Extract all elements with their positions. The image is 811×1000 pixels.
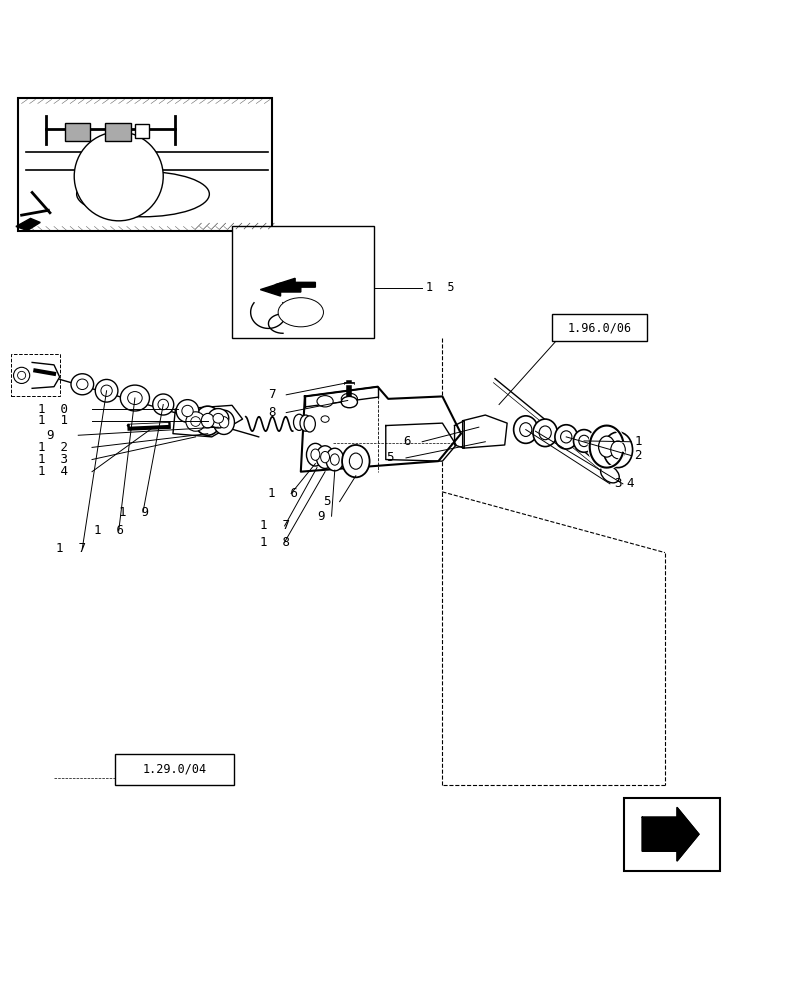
Ellipse shape xyxy=(513,416,537,443)
Ellipse shape xyxy=(152,394,174,415)
Polygon shape xyxy=(16,218,41,231)
Ellipse shape xyxy=(219,417,229,428)
Ellipse shape xyxy=(330,454,339,465)
Bar xyxy=(18,98,272,231)
Bar xyxy=(232,226,373,338)
Ellipse shape xyxy=(589,426,623,468)
Ellipse shape xyxy=(95,379,118,402)
Text: 4: 4 xyxy=(625,477,633,490)
Ellipse shape xyxy=(278,298,323,327)
Bar xyxy=(551,314,646,341)
Text: 1  6: 1 6 xyxy=(94,524,124,537)
Ellipse shape xyxy=(201,413,214,428)
Ellipse shape xyxy=(208,409,229,428)
Polygon shape xyxy=(454,421,464,448)
Polygon shape xyxy=(32,362,59,388)
Ellipse shape xyxy=(603,432,632,468)
Ellipse shape xyxy=(311,449,320,460)
Ellipse shape xyxy=(539,426,551,440)
Ellipse shape xyxy=(191,417,200,426)
Text: 1  9: 1 9 xyxy=(118,506,148,519)
Ellipse shape xyxy=(554,425,577,449)
Text: 1  5: 1 5 xyxy=(426,281,454,294)
Ellipse shape xyxy=(14,367,30,383)
Text: 1: 1 xyxy=(633,435,641,448)
Ellipse shape xyxy=(341,396,357,408)
Text: 6: 6 xyxy=(403,435,410,448)
Ellipse shape xyxy=(176,400,199,422)
Ellipse shape xyxy=(18,371,26,379)
Bar xyxy=(105,123,131,141)
Ellipse shape xyxy=(299,415,311,431)
Polygon shape xyxy=(275,278,315,291)
Text: 1.96.0/06: 1.96.0/06 xyxy=(567,321,631,334)
Polygon shape xyxy=(300,387,461,472)
Text: 7: 7 xyxy=(268,388,276,401)
Polygon shape xyxy=(260,283,300,296)
Polygon shape xyxy=(642,808,698,861)
Ellipse shape xyxy=(71,374,93,395)
Ellipse shape xyxy=(213,410,234,434)
Ellipse shape xyxy=(315,446,333,468)
Polygon shape xyxy=(385,423,456,461)
Polygon shape xyxy=(173,405,242,437)
Text: 1  8: 1 8 xyxy=(260,536,290,549)
Text: 1  2: 1 2 xyxy=(38,441,68,454)
Text: 5: 5 xyxy=(385,451,393,464)
Ellipse shape xyxy=(598,436,614,457)
Ellipse shape xyxy=(293,414,304,430)
Text: 5: 5 xyxy=(322,495,330,508)
Ellipse shape xyxy=(182,405,193,417)
Text: 8: 8 xyxy=(268,406,276,419)
Ellipse shape xyxy=(320,451,329,463)
Text: 1  7: 1 7 xyxy=(260,519,290,532)
Text: 1  0: 1 0 xyxy=(38,403,68,416)
Ellipse shape xyxy=(560,431,571,443)
Text: 1  6: 1 6 xyxy=(268,487,298,500)
Ellipse shape xyxy=(120,385,149,411)
Ellipse shape xyxy=(610,441,624,459)
Ellipse shape xyxy=(158,399,169,410)
Text: 1  7: 1 7 xyxy=(56,542,86,555)
Ellipse shape xyxy=(316,396,333,407)
Ellipse shape xyxy=(306,443,324,466)
Bar xyxy=(135,124,149,138)
Ellipse shape xyxy=(212,413,223,423)
Text: 1  1: 1 1 xyxy=(38,414,68,427)
Ellipse shape xyxy=(573,430,594,452)
Bar xyxy=(64,123,90,141)
Ellipse shape xyxy=(349,453,362,469)
Ellipse shape xyxy=(325,448,343,471)
Ellipse shape xyxy=(578,435,589,447)
Ellipse shape xyxy=(532,419,556,447)
Text: 3: 3 xyxy=(613,477,620,490)
Ellipse shape xyxy=(341,445,369,477)
Bar xyxy=(114,754,234,785)
Ellipse shape xyxy=(74,132,163,221)
Text: 1  3: 1 3 xyxy=(38,453,68,466)
Ellipse shape xyxy=(101,385,112,396)
Text: 1  4: 1 4 xyxy=(38,465,68,478)
Text: 9: 9 xyxy=(316,510,324,523)
Polygon shape xyxy=(462,415,507,448)
Text: 1.29.0/04: 1.29.0/04 xyxy=(142,763,206,776)
Ellipse shape xyxy=(76,171,209,217)
Text: 2: 2 xyxy=(633,449,641,462)
Ellipse shape xyxy=(186,412,205,431)
Text: 9: 9 xyxy=(46,429,54,442)
Ellipse shape xyxy=(341,393,357,405)
Ellipse shape xyxy=(303,416,315,432)
Bar xyxy=(624,798,719,871)
Ellipse shape xyxy=(320,416,328,422)
Ellipse shape xyxy=(600,465,619,483)
Bar xyxy=(11,354,59,396)
Ellipse shape xyxy=(127,392,142,405)
Ellipse shape xyxy=(519,423,531,436)
Ellipse shape xyxy=(195,406,221,435)
Ellipse shape xyxy=(76,379,88,390)
